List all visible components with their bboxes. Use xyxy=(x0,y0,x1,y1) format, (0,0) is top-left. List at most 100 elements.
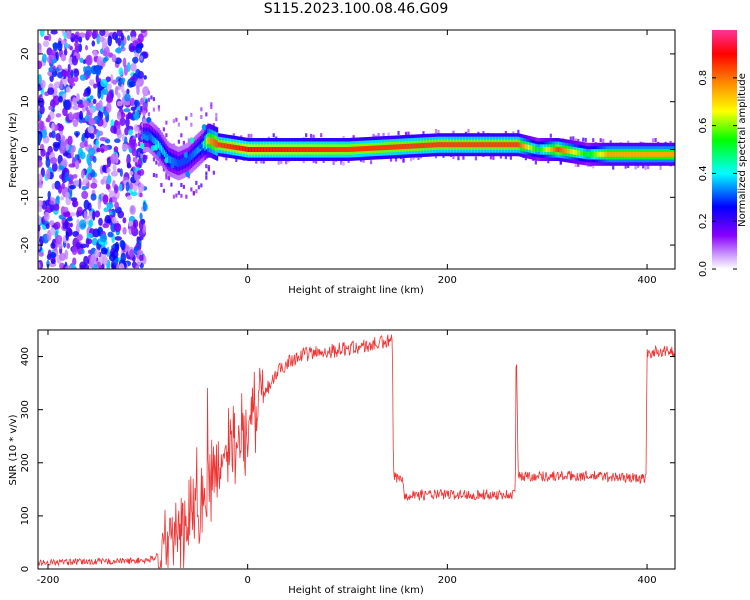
noise-speck xyxy=(118,183,123,192)
noise-speck xyxy=(89,133,95,140)
ridge-cell xyxy=(309,146,312,153)
ridge-cell xyxy=(262,146,265,153)
ridge-cell xyxy=(148,132,151,140)
ridge-cell xyxy=(643,151,646,157)
ridge-cell xyxy=(463,142,466,148)
noise-speck xyxy=(76,210,80,218)
noise-speck xyxy=(45,223,50,229)
noise-speck xyxy=(52,65,56,72)
ridge-halo xyxy=(517,129,520,134)
ridge-cell xyxy=(601,151,604,157)
ridge-cell xyxy=(593,151,596,157)
ridge-halo xyxy=(342,135,345,140)
ridge-cell xyxy=(225,143,228,149)
noise-speck xyxy=(61,206,69,213)
ridge-halo xyxy=(200,107,203,112)
ridge-halo xyxy=(524,156,527,161)
ridge-cell xyxy=(223,143,226,149)
noise-speck xyxy=(76,234,83,241)
ridge-cell xyxy=(506,142,509,148)
noise-speck xyxy=(118,263,125,269)
noise-speck xyxy=(49,220,55,226)
noise-speck xyxy=(99,137,106,142)
noise-speck xyxy=(64,219,69,230)
ridge-cell xyxy=(362,146,365,152)
ridge-cell xyxy=(409,143,412,149)
noise-speck xyxy=(59,79,63,90)
ridge-cell xyxy=(421,143,424,149)
ridge-halo xyxy=(577,162,580,167)
noise-speck xyxy=(130,106,137,111)
snr-ytick-label: 300 xyxy=(20,400,31,419)
noise-speck xyxy=(78,178,82,189)
ridge-cell xyxy=(469,142,472,148)
ridge-cell xyxy=(550,146,553,153)
ridge-halo xyxy=(247,133,250,138)
ridge-halo xyxy=(172,194,175,199)
noise-speck xyxy=(113,223,122,233)
ridge-cell xyxy=(611,151,614,157)
snr-xlabel: Height of straight line (km) xyxy=(288,585,424,596)
ridge-halo xyxy=(262,159,265,164)
ridge-cell xyxy=(297,146,300,153)
noise-speck xyxy=(63,211,71,217)
noise-speck xyxy=(38,251,44,257)
ridge-cell xyxy=(379,145,382,151)
ridge-cell xyxy=(655,151,658,157)
noise-speck xyxy=(49,251,57,259)
ridge-cell xyxy=(220,142,223,148)
ridge-cell xyxy=(614,151,617,157)
noise-speck xyxy=(50,49,56,56)
ridge-cell xyxy=(572,149,575,155)
ridge-cell xyxy=(494,142,497,148)
noise-speck xyxy=(63,99,71,111)
ridge-cell xyxy=(664,151,667,157)
spectrogram-xtick-label: 200 xyxy=(438,275,457,286)
noise-speck xyxy=(105,183,111,190)
ridge-cell xyxy=(271,146,274,153)
ridge-halo xyxy=(147,112,151,117)
ridge-cell xyxy=(557,147,560,153)
ridge-halo xyxy=(412,155,415,160)
noise-speck xyxy=(78,32,86,38)
ridge-halo xyxy=(504,130,507,135)
ridge-halo xyxy=(132,135,136,140)
noise-speck xyxy=(61,40,66,45)
noise-speck xyxy=(53,143,59,152)
noise-speck xyxy=(38,159,43,168)
colorbar-tick-label: 0.0 xyxy=(698,261,709,277)
ridge-cell xyxy=(312,146,315,153)
ridge-cell xyxy=(461,142,464,148)
ridge-cell xyxy=(373,145,376,151)
ridge-cell xyxy=(159,143,162,151)
ridge-cell xyxy=(473,142,476,148)
ridge-cell xyxy=(301,146,304,153)
ridge-halo xyxy=(422,131,425,136)
noise-speck xyxy=(137,33,144,43)
ridge-cell xyxy=(292,146,295,153)
noise-speck xyxy=(62,93,67,100)
ridge-cell xyxy=(231,144,234,150)
noise-speck xyxy=(106,202,114,210)
ridge-cell xyxy=(484,142,487,148)
ridge-halo xyxy=(584,137,587,142)
noise-speck xyxy=(43,35,50,41)
ridge-cell xyxy=(586,151,589,157)
ridge-cell xyxy=(406,143,409,149)
ridge-cell xyxy=(382,145,385,151)
noise-speck xyxy=(99,233,108,243)
ridge-halo xyxy=(157,162,161,167)
noise-speck xyxy=(129,248,134,259)
ridge-cell xyxy=(554,146,557,153)
noise-speck xyxy=(55,133,61,142)
ridge-halo xyxy=(135,133,138,138)
ridge-cell xyxy=(431,142,434,148)
ridge-cell xyxy=(291,146,294,153)
noise-speck xyxy=(87,202,92,211)
ridge-cell xyxy=(632,151,635,157)
ridge-cell xyxy=(446,142,449,148)
ridge-halo xyxy=(434,154,438,159)
noise-speck xyxy=(131,146,137,157)
ridge-halo xyxy=(142,154,146,159)
noise-speck xyxy=(89,79,95,86)
